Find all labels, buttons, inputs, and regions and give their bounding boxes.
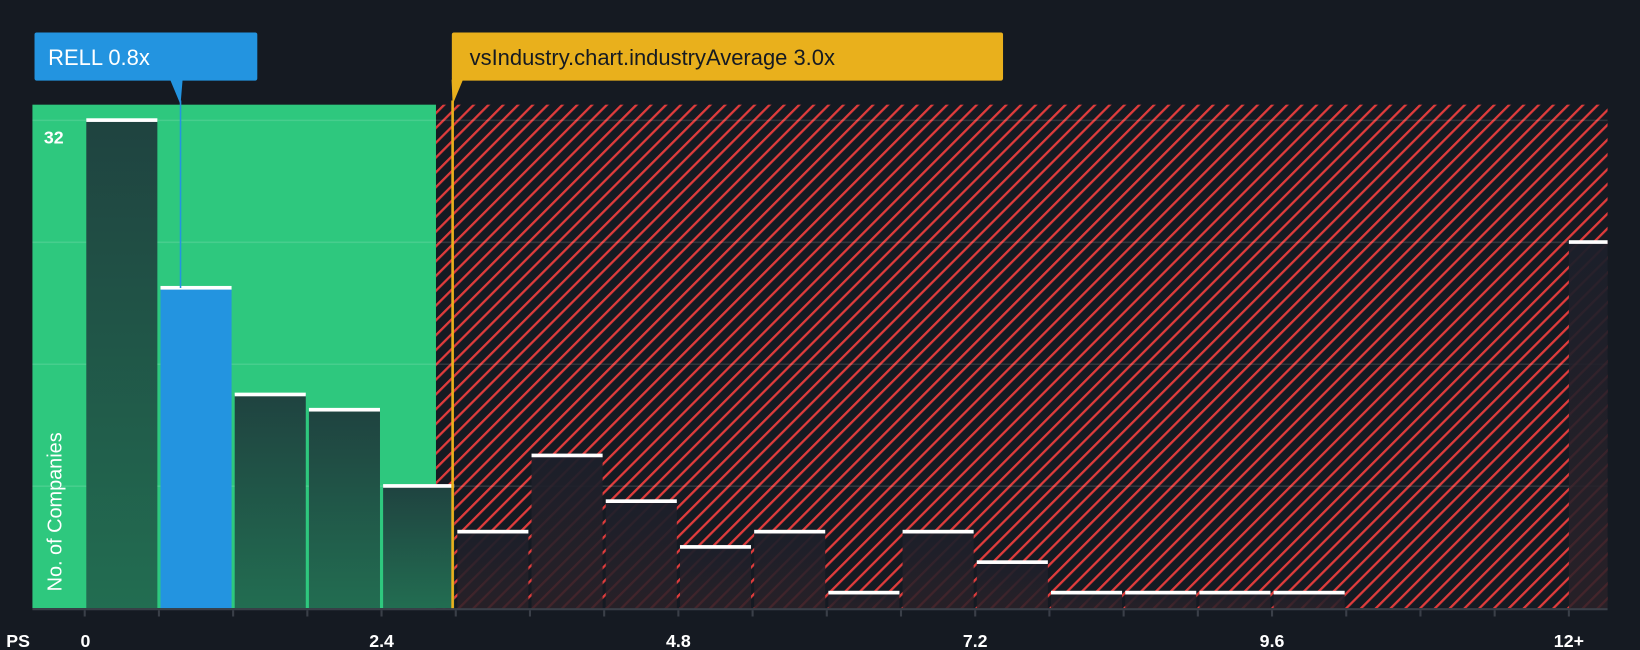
bar-top-cap bbox=[754, 529, 826, 534]
bar-top-cap bbox=[531, 453, 603, 458]
bar-top-cap bbox=[308, 407, 380, 412]
histogram-bar bbox=[679, 547, 752, 609]
bar-top-cap bbox=[86, 118, 158, 122]
histogram-bar bbox=[976, 562, 1048, 609]
company-pointer bbox=[170, 79, 183, 105]
histogram-bar bbox=[1050, 592, 1123, 609]
y-axis-label: No. of Companies bbox=[45, 432, 67, 591]
histogram-bar bbox=[1125, 592, 1197, 609]
bar-top-cap bbox=[457, 529, 529, 534]
x-tick-label: 7.2 bbox=[963, 631, 988, 650]
histogram-bar bbox=[234, 394, 306, 609]
bar-top-cap bbox=[828, 590, 900, 595]
histogram-bar bbox=[828, 592, 900, 609]
bar-top-cap bbox=[976, 560, 1048, 564]
x-tick-label: 12+ bbox=[1554, 631, 1584, 650]
bar-top-cap bbox=[1125, 590, 1197, 595]
company-label: RELL 0.8x bbox=[48, 45, 150, 70]
bar-top-cap bbox=[234, 392, 306, 397]
histogram-bar bbox=[457, 531, 529, 609]
bar-top-cap bbox=[1273, 590, 1345, 595]
company-label-box bbox=[34, 32, 258, 81]
bar-top-cap bbox=[383, 484, 455, 488]
histogram-bar bbox=[902, 531, 974, 609]
industry-pointer bbox=[451, 79, 464, 105]
bar-top-cap bbox=[1050, 590, 1123, 595]
x-axis-label: PS bbox=[6, 631, 30, 650]
industry-average-label: vsIndustry.chart.industryAverage 3.0x bbox=[470, 45, 835, 70]
histogram-bar bbox=[308, 409, 380, 609]
histogram-bar bbox=[383, 486, 455, 609]
x-tick-label: 2.4 bbox=[369, 631, 394, 650]
bar-top-cap bbox=[1568, 240, 1608, 244]
y-tick-label: 32 bbox=[44, 127, 64, 147]
histogram-bar bbox=[86, 120, 158, 609]
histogram-bar bbox=[605, 501, 677, 609]
x-tick-label: 0 bbox=[81, 631, 91, 650]
bar-top-cap bbox=[679, 545, 752, 549]
histogram-bar bbox=[754, 531, 826, 609]
bar-top-cap bbox=[1199, 590, 1271, 595]
histogram-bar bbox=[1273, 592, 1345, 609]
highlighted-bar bbox=[160, 288, 232, 609]
bar-top-cap bbox=[605, 499, 677, 504]
histogram-bar bbox=[1568, 242, 1608, 609]
industry-average-label-box bbox=[451, 32, 1004, 81]
histogram-bar bbox=[1199, 592, 1271, 609]
bar-top-cap bbox=[160, 285, 232, 290]
bar-top-cap bbox=[902, 529, 974, 534]
x-tick-label: 4.8 bbox=[666, 631, 691, 650]
histogram-bar bbox=[531, 455, 603, 609]
x-tick-label: 9.6 bbox=[1260, 631, 1285, 650]
